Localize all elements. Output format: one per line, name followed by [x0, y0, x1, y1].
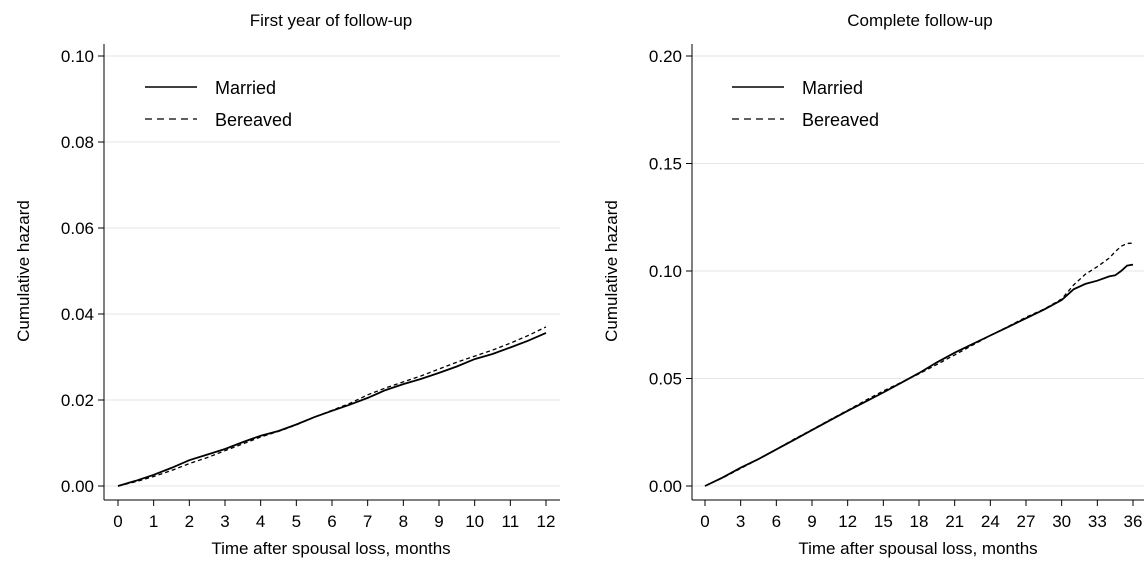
legend-label-bereaved: Bereaved: [215, 110, 292, 130]
x-tick-label: 5: [292, 512, 301, 531]
x-tick-label: 0: [700, 512, 709, 531]
x-tick-label: 6: [327, 512, 336, 531]
x-tick-label: 33: [1088, 512, 1107, 531]
x-tick-label: 3: [736, 512, 745, 531]
x-tick-label: 36: [1124, 512, 1143, 531]
y-tick-label: 0.20: [649, 47, 682, 66]
panel-title: Complete follow-up: [847, 11, 993, 30]
legend-label-married: Married: [802, 78, 863, 98]
y-tick-label: 0.15: [649, 155, 682, 174]
x-tick-label: 7: [363, 512, 372, 531]
x-tick-label: 12: [838, 512, 857, 531]
panel-complete: Complete follow-up Cumulative hazard Tim…: [602, 11, 1144, 558]
x-tick-label: 8: [399, 512, 408, 531]
y-tick-label: 0.10: [61, 47, 94, 66]
x-tick-label: 9: [434, 512, 443, 531]
y-axis-label: Cumulative hazard: [602, 200, 621, 342]
y-tick-label: 0.05: [649, 370, 682, 389]
series-line-married: [117, 332, 547, 487]
y-tick-label: 0.04: [61, 305, 94, 324]
x-tick-label: 2: [185, 512, 194, 531]
series-line-bereaved: [704, 242, 1134, 487]
y-tick-label: 0.08: [61, 133, 94, 152]
x-tick-label: 30: [1052, 512, 1071, 531]
x-tick-label: 18: [910, 512, 929, 531]
y-tick-label: 0.06: [61, 219, 94, 238]
y-tick-label: 0.00: [649, 477, 682, 496]
y-axis-label: Cumulative hazard: [14, 200, 33, 342]
x-tick-label: 12: [537, 512, 556, 531]
x-axis-label: Time after spousal loss, months: [798, 539, 1037, 558]
legend-label-bereaved: Bereaved: [802, 110, 879, 130]
x-tick-label: 10: [465, 512, 484, 531]
y-tick-label: 0.10: [649, 262, 682, 281]
x-tick-label: 3: [220, 512, 229, 531]
y-tick-label: 0.00: [61, 477, 94, 496]
x-axis-label: Time after spousal loss, months: [211, 539, 450, 558]
panel-first-year: First year of follow-up Cumulative hazar…: [14, 11, 560, 558]
series-line-bereaved: [117, 326, 547, 487]
y-tick-label: 0.02: [61, 391, 94, 410]
x-tick-label: 9: [807, 512, 816, 531]
x-tick-label: 21: [945, 512, 964, 531]
x-tick-label: 24: [981, 512, 1000, 531]
x-tick-label: 4: [256, 512, 265, 531]
x-tick-label: 27: [1017, 512, 1036, 531]
x-tick-label: 0: [113, 512, 122, 531]
x-tick-label: 15: [874, 512, 893, 531]
x-tick-label: 6: [772, 512, 781, 531]
x-tick-label: 1: [149, 512, 158, 531]
legend-label-married: Married: [215, 78, 276, 98]
x-tick-label: 11: [502, 512, 520, 531]
panel-title: First year of follow-up: [250, 11, 413, 30]
